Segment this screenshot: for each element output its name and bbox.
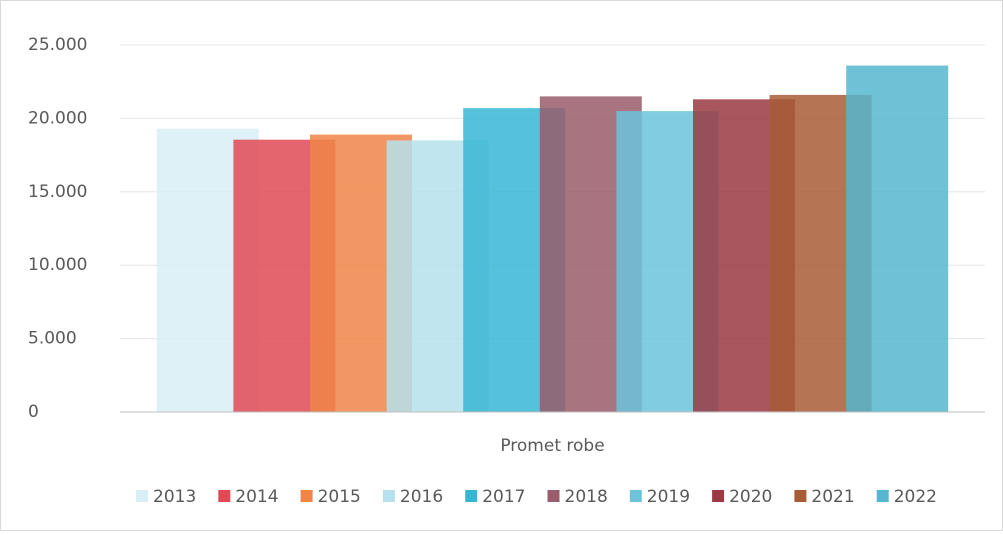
legend-swatch [300,490,313,502]
legend-swatch [876,490,889,502]
legend-label: 2019 [647,487,690,507]
x-tick-label: Promet robe [500,436,604,456]
legend-swatch [218,490,231,502]
legend-label: 2022 [894,487,937,507]
legend-swatch [794,490,807,502]
legend-label: 2015 [318,487,361,507]
y-tick-label: 0 [28,402,39,422]
y-tick-label: 20.000 [28,108,87,128]
bar [846,65,949,412]
legend-label: 2013 [153,487,196,507]
legend-swatch [547,490,560,502]
legend-label: 2014 [235,487,278,507]
y-tick-label: 15.000 [28,182,87,202]
y-tick-label: 5.000 [28,329,77,349]
legend-swatch [382,490,395,502]
legend-swatch [629,490,642,502]
legend-label: 2021 [811,487,854,507]
legend-label: 2018 [565,487,608,507]
legend-swatch [712,490,725,502]
legend-label: 2017 [482,487,525,507]
legend-label: 2020 [729,487,772,507]
legend-swatch [465,490,478,502]
legend-swatch [136,490,148,502]
y-tick-label: 10.000 [28,255,87,275]
legend-label: 2016 [400,487,443,507]
y-tick-label: 25.000 [28,35,87,55]
